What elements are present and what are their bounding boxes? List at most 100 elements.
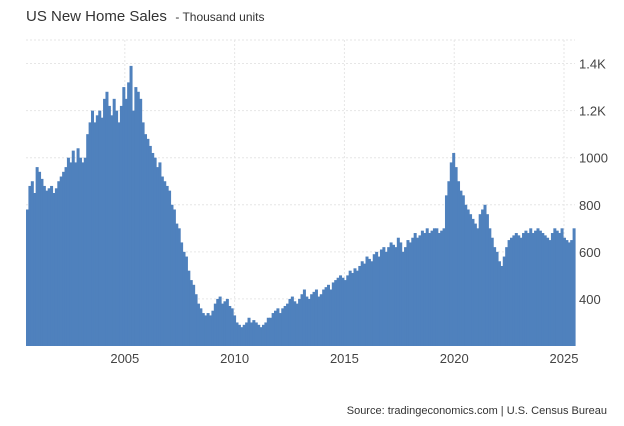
bar — [314, 289, 318, 346]
bar — [261, 324, 265, 346]
bar — [257, 324, 261, 346]
bar — [406, 240, 410, 346]
bar — [54, 188, 58, 346]
bar — [35, 167, 39, 346]
bar — [394, 247, 398, 346]
bar — [115, 110, 119, 347]
bar — [211, 310, 215, 346]
bar — [555, 230, 559, 346]
bar — [310, 294, 314, 346]
bar — [283, 305, 287, 346]
bar — [565, 240, 569, 346]
bar — [172, 209, 176, 346]
bar — [336, 277, 340, 346]
bar — [483, 204, 487, 346]
bar — [488, 228, 492, 346]
bar — [363, 263, 367, 346]
bar — [452, 152, 456, 346]
bar — [278, 313, 282, 346]
bar — [319, 294, 323, 346]
bar — [524, 230, 528, 346]
bar — [466, 209, 470, 346]
bar — [218, 296, 222, 346]
bar — [74, 162, 78, 346]
bar — [461, 195, 465, 346]
bar — [242, 324, 246, 346]
bar — [293, 301, 297, 346]
bar — [307, 298, 311, 346]
bar — [249, 322, 253, 346]
bar — [288, 298, 292, 346]
bar — [156, 167, 160, 346]
bar — [531, 233, 535, 346]
bar — [560, 228, 564, 346]
bar — [95, 115, 99, 346]
bar — [134, 87, 138, 346]
bar — [182, 251, 186, 346]
bar — [334, 280, 338, 346]
bar — [348, 270, 352, 346]
bar — [146, 138, 150, 346]
bar — [302, 289, 306, 346]
bar — [444, 195, 448, 346]
bar — [570, 240, 574, 346]
bar — [430, 230, 434, 346]
bar — [276, 308, 280, 346]
bar — [416, 237, 420, 346]
bar — [367, 258, 371, 346]
bar — [541, 233, 545, 346]
bar — [112, 98, 116, 346]
bar — [98, 110, 102, 347]
bar — [213, 303, 217, 346]
bar — [507, 240, 511, 346]
bar — [543, 235, 547, 346]
x-tick-label: 2015 — [330, 351, 359, 366]
bar — [153, 157, 157, 346]
bar — [127, 82, 131, 347]
bar — [237, 324, 241, 346]
bar — [346, 275, 350, 346]
bar — [435, 228, 439, 346]
bar — [493, 247, 497, 346]
bar — [351, 273, 355, 346]
bar — [103, 98, 107, 346]
bar — [298, 298, 302, 346]
bar — [160, 176, 164, 346]
bar — [358, 265, 362, 346]
bar — [281, 308, 285, 346]
bar — [62, 171, 66, 346]
bar — [192, 284, 196, 346]
bar — [454, 167, 458, 346]
bar — [254, 322, 258, 346]
bar — [201, 313, 205, 346]
bar — [473, 223, 477, 346]
bar — [136, 91, 140, 346]
bar — [168, 190, 172, 346]
bar — [449, 162, 453, 346]
bar — [372, 254, 376, 346]
bar — [326, 284, 330, 346]
bar — [329, 289, 333, 346]
bar — [425, 228, 429, 346]
bar — [38, 171, 42, 346]
bar — [418, 235, 422, 346]
bar — [567, 242, 571, 346]
bar — [199, 308, 203, 346]
bar — [300, 294, 304, 346]
bar — [514, 233, 518, 346]
bar — [252, 320, 256, 346]
bar — [143, 134, 147, 346]
bar — [184, 256, 188, 346]
bar — [497, 261, 501, 346]
bar — [377, 256, 381, 346]
bar — [45, 190, 49, 346]
bar — [274, 310, 278, 346]
bar — [490, 237, 494, 346]
bar — [76, 148, 80, 346]
bar — [110, 115, 114, 346]
bar — [221, 303, 225, 346]
bar — [341, 277, 345, 346]
bar — [235, 322, 239, 346]
bar — [529, 228, 533, 346]
bar — [370, 261, 374, 346]
